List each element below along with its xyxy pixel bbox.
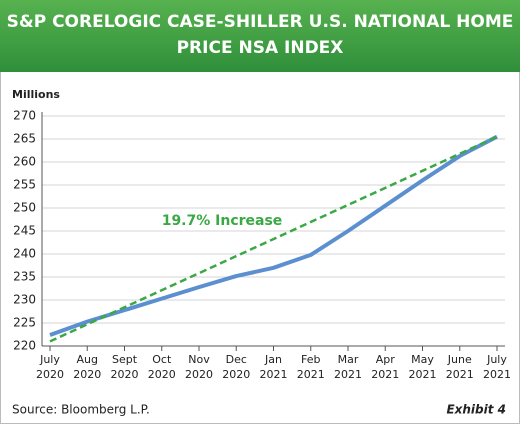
x-tick-label: Aug: [77, 353, 98, 366]
y-axis-label: Millions: [12, 88, 60, 101]
x-tick-label: Oct: [152, 353, 172, 366]
x-tick-label: Feb: [301, 353, 320, 366]
x-tick-label: Dec: [226, 353, 247, 366]
exhibit: Exhibit 4: [446, 403, 506, 417]
chart-title: PRICE NSA INDEX: [177, 38, 344, 58]
y-tick-label: 265: [13, 132, 36, 146]
data-line: [49, 134, 498, 337]
y-tick-label: 255: [13, 178, 36, 192]
x-tick-label: July: [39, 353, 60, 366]
x-tick-label: 2020: [222, 368, 250, 381]
x-tick-label: 2021: [409, 368, 437, 381]
chart-title: S&P CORELOGIC CASE-SHILLER U.S. NATIONAL…: [7, 12, 514, 32]
x-tick-label: 2021: [371, 368, 399, 381]
source: Source: Bloomberg L.P.: [12, 403, 150, 417]
x-tick-label: 2021: [334, 368, 362, 381]
y-tick-label: 240: [13, 247, 36, 261]
y-tick-label: 260: [13, 155, 36, 169]
x-tick-label: 2021: [260, 368, 288, 381]
y-tick-label: 245: [13, 224, 36, 238]
x-tick-label: 2020: [148, 368, 176, 381]
x-tick-label: 2020: [111, 368, 139, 381]
y-tick-label: 270: [13, 109, 36, 123]
x-tick-label: July: [486, 353, 507, 366]
annotation: 19.7% Increase: [162, 213, 283, 229]
x-tick-label: 2021: [297, 368, 325, 381]
x-tick-label: 2020: [73, 368, 101, 381]
x-tick-label: Apr: [376, 353, 396, 366]
y-tick-label: 230: [13, 293, 36, 307]
x-tick-label: Nov: [188, 353, 210, 366]
x-tick-label: 2021: [483, 368, 511, 381]
x-tick-label: Mar: [338, 353, 359, 366]
y-tick-label: 235: [13, 270, 36, 284]
x-tick-label: June: [447, 353, 472, 366]
x-tick-label: Sept: [112, 353, 138, 366]
x-tick-label: 2020: [36, 368, 64, 381]
x-tick-label: Jan: [264, 353, 282, 366]
title-banner: [0, 0, 520, 72]
y-tick-label: 250: [13, 201, 36, 215]
x-tick-label: 2020: [185, 368, 213, 381]
y-tick-label: 225: [13, 316, 36, 330]
trend-line: [49, 135, 498, 343]
x-tick-label: 2021: [446, 368, 474, 381]
y-tick-label: 220: [13, 339, 36, 353]
x-tick-label: May: [411, 353, 434, 366]
